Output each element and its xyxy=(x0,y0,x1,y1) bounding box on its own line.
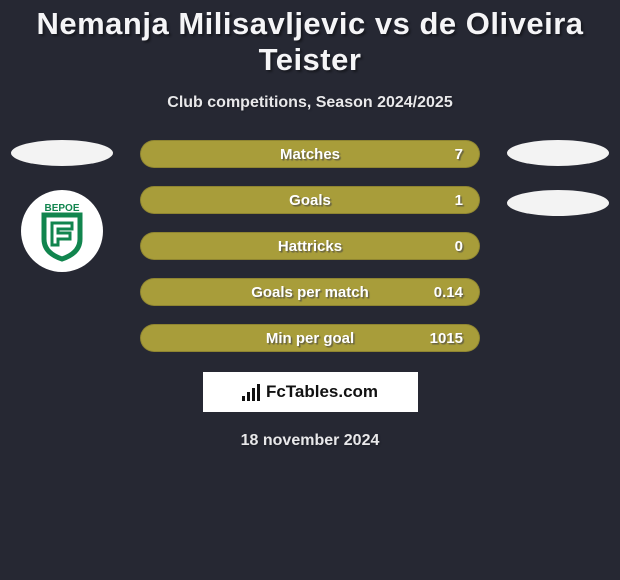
stat-value: 1 xyxy=(455,192,463,209)
shield-icon: BEPOE xyxy=(30,199,94,263)
player1-avatar xyxy=(11,140,113,166)
stat-value: 0.14 xyxy=(434,284,463,301)
left-column: BEPOE xyxy=(8,140,116,272)
right-column xyxy=(504,140,612,240)
stat-row-goals: Goals 1 xyxy=(140,186,480,214)
stat-label: Goals per match xyxy=(251,284,369,301)
stat-label: Min per goal xyxy=(266,330,354,347)
stat-value: 7 xyxy=(455,146,463,163)
stat-value: 1015 xyxy=(430,330,463,347)
stat-row-hattricks: Hattricks 0 xyxy=(140,232,480,260)
stat-row-matches: Matches 7 xyxy=(140,140,480,168)
player2-avatar xyxy=(507,140,609,166)
branding-box: FcTables.com xyxy=(203,372,418,412)
chart-icon xyxy=(242,383,260,401)
date-text: 18 november 2024 xyxy=(0,432,620,450)
subtitle: Club competitions, Season 2024/2025 xyxy=(0,94,620,112)
player1-club-logo: BEPOE xyxy=(21,190,103,272)
svg-text:BEPOE: BEPOE xyxy=(44,203,79,214)
stat-row-min-per-goal: Min per goal 1015 xyxy=(140,324,480,352)
stat-label: Hattricks xyxy=(278,238,342,255)
stat-label: Goals xyxy=(289,192,331,209)
stat-label: Matches xyxy=(280,146,340,163)
stat-value: 0 xyxy=(455,238,463,255)
stats-list: Matches 7 Goals 1 Hattricks 0 Goals per … xyxy=(140,140,480,352)
page-title: Nemanja Milisavljevic vs de Oliveira Tei… xyxy=(0,0,620,82)
branding-text: FcTables.com xyxy=(266,382,378,402)
content-area: BEPOE Matches 7 Goals 1 Hattricks 0 Goal… xyxy=(0,140,620,450)
player2-club-logo xyxy=(507,190,609,216)
stat-row-goals-per-match: Goals per match 0.14 xyxy=(140,278,480,306)
